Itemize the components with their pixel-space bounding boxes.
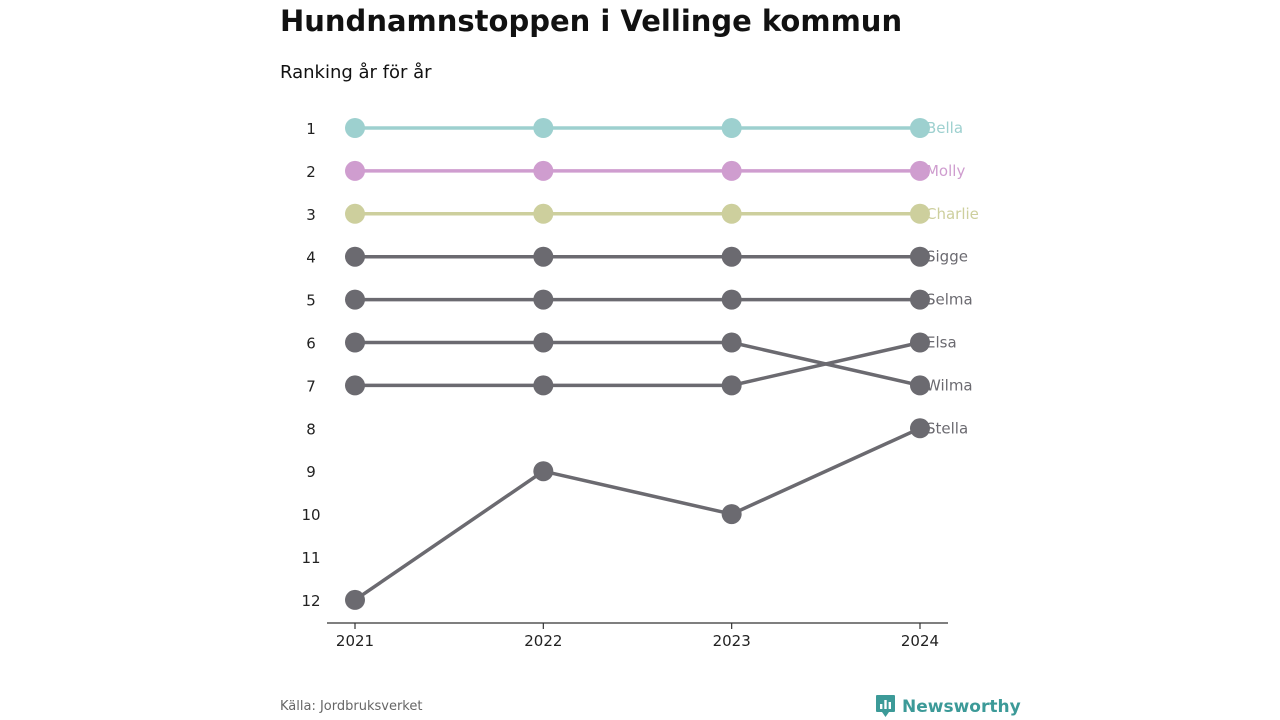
x-tick-label: 2022 <box>524 632 562 650</box>
series-label-bella: Bella <box>926 119 963 137</box>
series-label-elsa: Elsa <box>926 334 957 352</box>
data-point-sigge-2022 <box>533 246 554 267</box>
series-label-molly: Molly <box>926 162 965 180</box>
y-tick-label: 3 <box>306 206 316 224</box>
x-tick-label: 2024 <box>901 632 939 650</box>
series-label-wilma: Wilma <box>926 376 973 394</box>
series-label-sigge: Sigge <box>926 248 968 266</box>
series-labels: Bella Molly Charlie Sigge Selma Elsa Wilma Stel… <box>926 119 979 437</box>
y-tick-label: 6 <box>306 335 316 353</box>
chart-title: Hundnamnstoppen i Vellinge kommun <box>280 4 903 38</box>
series-line-wilma <box>355 340 921 388</box>
y-tick-label: 7 <box>306 377 316 395</box>
data-point-stella-2023 <box>721 504 742 525</box>
y-tick-label: 9 <box>306 463 316 481</box>
series-points <box>345 118 930 610</box>
data-point-bella-2021 <box>345 118 365 138</box>
series-line-stella <box>354 426 921 602</box>
data-point-selma-2024 <box>909 289 930 310</box>
data-point-sigge-2021 <box>345 246 365 267</box>
series-label-selma: Selma <box>926 291 973 309</box>
data-point-wilma-2022 <box>533 332 554 353</box>
data-point-charlie-2024 <box>909 203 930 224</box>
y-tick-label: 10 <box>301 506 320 524</box>
chart-subtitle: Ranking år för år <box>280 62 432 83</box>
series-label-stella: Stella <box>926 419 968 437</box>
data-point-selma-2021 <box>345 289 365 310</box>
data-point-wilma-2021 <box>345 332 365 353</box>
data-point-selma-2023 <box>721 289 742 310</box>
data-point-elsa-2024 <box>909 332 930 353</box>
series-label-charlie: Charlie <box>926 205 979 223</box>
source-note: Källa: Jordbruksverket <box>280 699 423 714</box>
y-tick-label: 8 <box>306 420 316 438</box>
data-point-sigge-2024 <box>909 246 930 267</box>
data-point-stella-2022 <box>533 461 554 482</box>
x-axis-ticks: 2021 2022 2023 2024 <box>336 623 939 650</box>
x-tick-label: 2021 <box>336 632 374 650</box>
newsworthy-logo-icon <box>876 695 895 717</box>
data-point-sigge-2023 <box>721 246 742 267</box>
y-tick-label: 4 <box>306 249 316 267</box>
brand-logo[interactable]: Newsworthy <box>875 694 1021 719</box>
data-point-wilma-2024 <box>909 375 930 396</box>
data-point-molly-2022 <box>533 160 554 181</box>
data-point-bella-2024 <box>909 118 930 138</box>
data-point-molly-2021 <box>345 160 365 181</box>
data-point-bella-2022 <box>533 118 554 138</box>
data-point-selma-2022 <box>533 289 554 310</box>
data-point-elsa-2022 <box>533 375 554 396</box>
y-tick-label: 1 <box>306 120 316 138</box>
data-point-charlie-2023 <box>721 203 742 224</box>
data-point-charlie-2021 <box>345 203 365 224</box>
data-point-molly-2024 <box>909 160 930 181</box>
series-line-elsa <box>355 340 921 388</box>
y-tick-label: 12 <box>301 592 320 610</box>
data-point-bella-2023 <box>721 118 742 138</box>
series-lines <box>354 126 921 602</box>
data-point-elsa-2021 <box>345 375 365 396</box>
y-tick-label: 2 <box>306 163 316 181</box>
data-point-elsa-2023 <box>721 375 742 396</box>
data-point-molly-2023 <box>721 160 742 181</box>
data-point-wilma-2023 <box>721 332 742 353</box>
brand-name: Newsworthy <box>902 696 1021 717</box>
data-point-charlie-2022 <box>533 203 554 224</box>
y-tick-label: 11 <box>301 549 320 567</box>
y-tick-label: 5 <box>306 292 316 310</box>
data-point-stella-2021 <box>345 589 365 610</box>
x-tick-label: 2023 <box>713 632 751 650</box>
data-point-stella-2024 <box>909 418 930 439</box>
